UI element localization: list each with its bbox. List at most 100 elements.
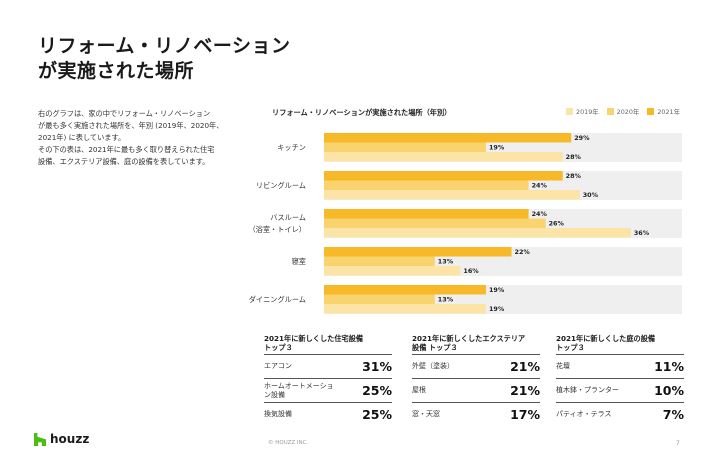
row-value: 25% [362,407,392,422]
bar [324,171,563,181]
legend-swatch-2021 [647,108,655,115]
data-label: 22% [515,248,531,256]
table-title: 2021年に新しくした住宅設備 トップ３ [264,334,392,354]
data-label: 13% [438,258,454,266]
table-home-equipment: 2021年に新しくした住宅設備 トップ３ エアコン 31% ホームオートメーショ… [264,334,392,426]
table-row: 外壁（塗装） 21% [412,354,540,378]
table-row: エアコン 31% [264,354,392,378]
table-title: 2021年に新しくした庭の設備 トップ３ [556,334,684,354]
intro-line: 2021年) に表しています。 [38,133,126,142]
bar [324,285,486,295]
table-row: 屋根 21% [412,378,540,402]
copyright: © HOUZZ INC. [268,440,309,446]
table-row: パティオ・テラス 7% [556,402,684,426]
row-value: 25% [362,383,392,398]
table-title-line: 2021年に新しくした住宅設備 [264,334,364,343]
row-label: 窓・天窓 [412,410,440,418]
intro-line: 右のグラフは、家の中でリフォーム・リノベーション [38,109,211,118]
legend-label-2021: 2021年 [657,108,680,116]
data-label: 19% [489,144,505,152]
row-label: 屋根 [412,386,426,394]
page-title: リフォーム・リノベーション が実施された場所 [38,34,291,84]
table-title-line: 2021年に新しくした庭の設備 [556,334,656,343]
row-label: 植木鉢・プランター [556,386,619,394]
category-label: ダイニングルーム [249,295,306,304]
houzz-logo: houzz [34,432,89,446]
table-row: 換気設備 25% [264,402,392,426]
page-title-line-2: が実施された場所 [38,60,195,82]
row-label: 外壁（塗装） [412,362,454,370]
page-title-line-1: リフォーム・リノベーション [38,35,291,57]
intro-line: 設備、エクステリア設備、庭の設備を表しています。 [38,157,210,166]
row-value: 10% [654,383,684,398]
data-label: 36% [634,229,650,237]
data-label: 26% [549,220,565,228]
chart-legend: 2019年 2020年 2021年 [566,107,680,116]
bar [324,294,435,304]
row-value: 31% [362,359,392,374]
legend-label-2019: 2019年 [576,108,599,116]
category-label: リビングルーム [256,181,306,190]
row-value: 11% [654,359,684,374]
legend-item-2019: 2019年 [566,107,599,116]
bar [324,152,563,162]
category-label: （浴室・トイレ） [248,225,306,234]
table-title-line: トップ３ [556,343,585,352]
table-title-line: 設備 トップ３ [412,343,458,352]
houzz-logo-text: houzz [50,432,90,446]
row-label: パティオ・テラス [556,410,612,418]
data-label: 28% [566,172,582,180]
bar [324,180,529,190]
intro-line: その下の表は、2021年に最も多く取り替えられた住宅 [38,145,215,154]
row-value: 7% [662,407,684,422]
category-label: バスルーム [270,213,306,222]
legend-swatch-2019 [566,108,573,115]
bar [324,133,572,143]
data-label: 30% [583,191,599,199]
table-row: 花壇 11% [556,354,684,378]
table-title-line: トップ３ [264,343,293,352]
data-label: 24% [532,182,548,190]
table-row: ホームオートメーショ ン設備 25% [264,378,392,402]
bar [324,142,486,152]
data-label: 19% [489,305,505,313]
bar [324,247,512,257]
bar-chart: キッチン 29% 19% 28% リビングルーム 28% 24% 30% バスルーム （浴室・トイ… [248,133,682,314]
category-label: 寝室 [292,257,306,266]
intro-text: 右のグラフは、家の中でリフォーム・リノベーション が最も多く実施された場所を、年… [38,108,250,168]
data-label: 19% [489,286,505,294]
data-label: 24% [532,210,548,218]
page-number: 7 [676,440,680,447]
bar [324,209,529,219]
legend-swatch-2020 [606,108,614,115]
bar [324,218,546,228]
row-label: エアコン [264,362,292,370]
table-title-line: 2021年に新しくしたエクステリア [412,334,526,343]
data-label: 13% [438,296,454,304]
chart-title: リフォーム・リノベーションが実施された場所（年別） [272,108,452,117]
table-exterior-equipment: 2021年に新しくしたエクステリア 設備 トップ３ 外壁（塗装） 21% 屋根 … [412,334,540,426]
data-label: 29% [574,134,590,142]
intro-line: が最も多く実施された場所を、年別 (2019年、2020年、 [38,121,224,130]
bar [324,190,580,200]
row-label: 花壇 [556,362,570,370]
bar [324,256,435,266]
legend-label-2020: 2020年 [616,108,640,116]
table-row: 植木鉢・プランター 10% [556,378,684,402]
row-label: 換気設備 [264,410,292,418]
row-label: ホームオートメーショ ン設備 [264,381,334,399]
data-label: 16% [463,267,479,275]
bar [324,304,486,314]
houzz-logo-icon [34,432,46,446]
category-label: キッチン [277,143,306,152]
row-value: 21% [510,383,540,398]
row-value: 21% [510,359,540,374]
table-row: 窓・天窓 17% [412,402,540,426]
table-garden-equipment: 2021年に新しくした庭の設備 トップ３ 花壇 11% 植木鉢・プランター 10… [556,334,684,426]
legend-item-2020: 2020年 [606,107,640,116]
bar [324,266,461,276]
row-value: 17% [510,407,540,422]
data-label: 28% [566,153,582,161]
bar [324,228,631,238]
legend-item-2021: 2021年 [647,107,680,116]
